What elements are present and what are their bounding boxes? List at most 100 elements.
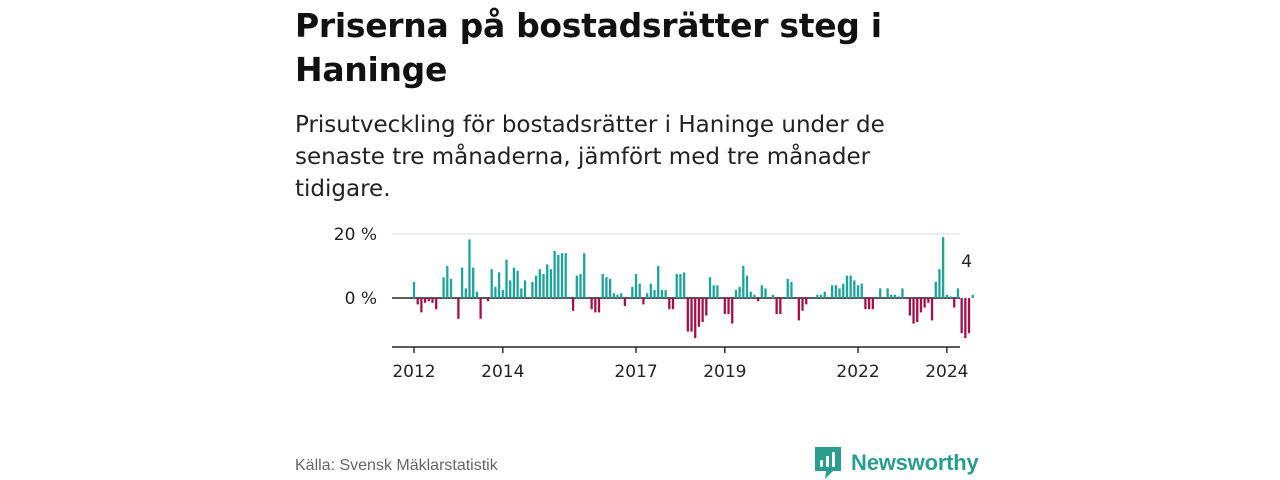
bar [690,298,693,332]
bar [564,253,567,298]
bar [764,288,767,298]
bar [608,278,612,298]
x-tick-label: 2019 [703,362,746,382]
bar [623,298,627,306]
newsworthy-logo-text: Newsworthy [851,450,979,475]
bar [886,288,889,298]
bar [594,298,597,313]
bar [509,280,512,298]
bar [590,298,593,310]
bar [660,290,664,298]
source-note: Källa: Svensk Mäklarstatistik [295,457,498,474]
bar [460,267,464,298]
bar [942,237,945,298]
bar [546,264,549,298]
x-tick-label: 2012 [392,362,435,382]
bar [490,269,493,298]
newsworthy-logo[interactable]: Newsworthy [813,446,979,480]
bar [856,285,860,298]
bar [612,293,615,298]
bar [431,298,434,303]
bar [897,296,900,298]
bar [560,253,564,298]
bar [893,294,897,298]
bar [634,274,638,298]
bar [949,296,952,298]
bar [435,298,438,310]
x-tick-label: 2014 [481,362,524,382]
bar [642,298,645,305]
bar [464,288,467,298]
bar [890,294,893,298]
bar [916,298,919,322]
bar [542,274,545,298]
bar [716,285,719,298]
bar [838,288,841,298]
bar [686,298,689,332]
bar [583,253,586,298]
bar [834,285,837,298]
bar [538,269,541,298]
bar [734,290,738,298]
bar [860,283,863,298]
bar [679,274,682,298]
bar [816,294,819,298]
bar [708,277,712,298]
bar [653,290,656,298]
bar [953,298,956,308]
bar [797,298,800,321]
bar [879,288,882,298]
bar [871,298,874,310]
bar [742,266,745,298]
bar [657,266,660,298]
bar [919,298,923,313]
bar [701,298,704,322]
bar [505,259,508,298]
bar [468,239,471,298]
bar [727,298,730,314]
bar [446,266,449,298]
x-tick-label: 2024 [925,362,968,382]
bar [512,267,516,298]
bar [668,298,671,310]
bar-chart: 0 % 20 % 2012 2014 2017 2019 2022 2024 4 % [334,225,975,382]
bar [912,298,915,324]
bar [779,298,782,314]
bar [557,254,560,298]
bar [842,283,845,298]
bar [864,298,867,310]
bar [516,270,519,298]
bar [423,298,427,303]
bar [449,278,453,298]
bar [645,293,649,298]
bar [479,298,482,319]
bar [849,275,852,298]
bar [823,291,826,298]
bar [597,298,601,313]
bar [675,274,678,298]
bar [579,274,582,298]
bar [845,275,849,298]
x-tick-label: 2017 [614,362,657,382]
bar [790,282,793,298]
bar [620,293,623,298]
bar [486,298,490,302]
bar [923,298,926,308]
bar [553,250,556,298]
bar [605,277,608,298]
bar [805,298,808,305]
bar [520,288,523,298]
bar [497,272,501,298]
bar [649,283,652,298]
bar [867,298,871,310]
bar [964,298,967,338]
bar [830,285,834,298]
bar [534,275,538,298]
bar [571,298,575,311]
chart-title: Priserna på bostadsrätter steg i Haninge [295,6,882,89]
x-tick-label: 2022 [836,362,879,382]
bar [760,285,763,298]
bar [494,286,497,298]
bar [671,298,675,310]
bar [575,275,578,298]
